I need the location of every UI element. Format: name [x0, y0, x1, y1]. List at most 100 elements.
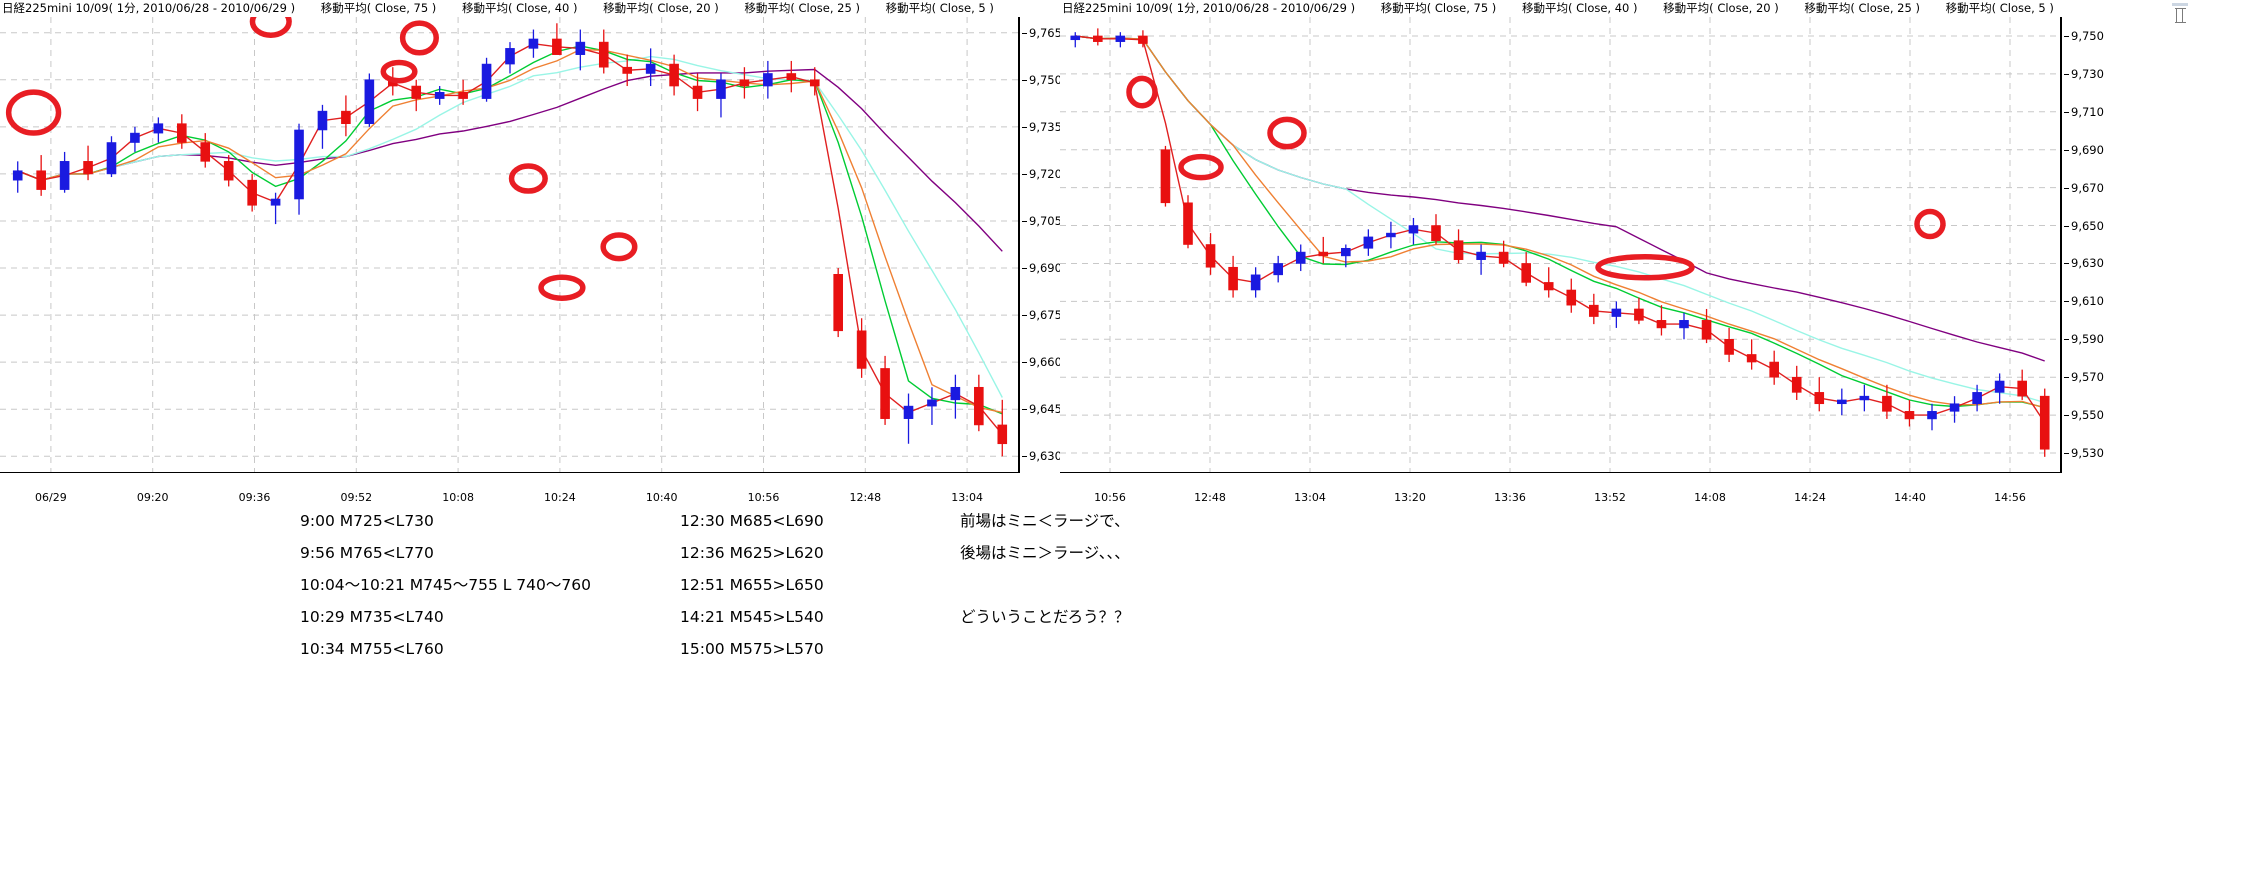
- tick-mark: [2064, 73, 2069, 75]
- time-tick-label: 14:40: [1894, 491, 1926, 504]
- tick-mark: [2064, 111, 2069, 113]
- tick-mark: [1022, 362, 1027, 364]
- time-tick-label: 10:56: [747, 491, 780, 504]
- time-tick-label: 10:08: [442, 491, 474, 504]
- note-line: 14:21 M545>L540: [680, 608, 824, 626]
- ma-legend-25-left: 移動平均( Close, 25 ): [744, 1, 860, 15]
- time-tick-label: 13:20: [1394, 491, 1426, 504]
- time-tick-label: 14:24: [1794, 491, 1826, 504]
- time-axis-right: 10:56 12:48 13:04 13:20 13:36 13:52 14:08 14:24…: [1060, 491, 2060, 507]
- chart-panel-left[interactable]: 日経225mini 10/09( 1分, 2010/06/28 - 2010/0…: [0, 0, 1062, 504]
- tick-mark: [2064, 263, 2069, 265]
- tick-mark: [2064, 225, 2069, 227]
- price-tick-label: 9,765: [1022, 26, 1062, 40]
- chart-title-left: 日経225mini 10/09( 1分, 2010/06/28 - 2010/0…: [2, 1, 296, 15]
- price-tick-label: 9,730: [2064, 67, 2104, 81]
- x-axis-line-right: [1060, 472, 2062, 473]
- time-tick-label: 13:04: [951, 491, 983, 504]
- price-tick-label: 9,630: [1022, 449, 1062, 463]
- note-line: どういうことだろう？？: [960, 608, 1130, 626]
- tick-mark: [1022, 32, 1027, 34]
- note-line: 12:30 M685<L690: [680, 512, 824, 530]
- time-axis-left: 06/29 09:20 09:36 09:52 10:08 10:24 10:40 10:56…: [0, 491, 1018, 507]
- y-axis-line-left: [1018, 17, 1020, 472]
- tick-mark: [1022, 79, 1027, 81]
- chart-header-right: 日経225mini 10/09( 1分, 2010/06/28 - 2010/0…: [1060, 0, 2262, 17]
- time-tick-label: 09:52: [340, 491, 373, 504]
- price-tick-label: 9,550: [2064, 408, 2104, 422]
- price-tick-label: 9,735: [1022, 120, 1062, 134]
- time-tick-label: 09:20: [136, 491, 169, 504]
- time-tick-label: 13:04: [1294, 491, 1326, 504]
- note-line: 15:00 M575>L570: [680, 640, 824, 658]
- time-tick-label: 14:08: [1694, 491, 1726, 504]
- tick-mark: [2064, 415, 2069, 417]
- note-line: 9:56 M765<L770: [300, 544, 434, 562]
- text-cursor-icon: [2175, 8, 2186, 23]
- note-line: 10:29 M735<L740: [300, 608, 444, 626]
- price-tick-label: 9,690: [2064, 143, 2104, 157]
- y-axis-line-right: [2060, 17, 2062, 472]
- tick-mark: [2064, 301, 2069, 303]
- price-tick-label: 9,750: [1022, 73, 1062, 87]
- price-tick-label: 9,630: [2064, 256, 2104, 270]
- time-tick-label: 12:48: [1194, 491, 1226, 504]
- price-tick-label: 9,610: [2064, 294, 2104, 308]
- time-tick-label: 13:36: [1494, 491, 1526, 504]
- ma-legend-20-right: 移動平均( Close, 20 ): [1663, 1, 1779, 15]
- price-axis-right: 9,750 9,730 9,710 9,690 9,670 9,650 9,630 9,610…: [2060, 17, 2262, 472]
- price-tick-label: 9,650: [2064, 219, 2104, 233]
- note-line: 10:34 M755<L760: [300, 640, 444, 658]
- time-tick-label: 13:52: [1594, 491, 1626, 504]
- note-line: 10:04〜10:21 M745〜755 L 740〜760: [300, 576, 591, 594]
- tick-mark: [1022, 268, 1027, 270]
- candlestick-canvas-left[interactable]: [0, 17, 1018, 472]
- price-tick-label: 9,705: [1022, 214, 1062, 228]
- tick-mark: [1022, 173, 1027, 175]
- tick-mark: [2064, 453, 2069, 455]
- ma-legend-40-right: 移動平均( Close, 40 ): [1521, 1, 1638, 15]
- price-tick-label: 9,720: [1022, 167, 1062, 181]
- price-tick-label: 9,670: [2064, 181, 2104, 195]
- time-tick-label: 12:48: [849, 491, 882, 504]
- tick-mark: [2064, 35, 2069, 37]
- time-tick-label: 09:36: [238, 491, 271, 504]
- note-line: 後場はミニ＞ラージ、、、: [960, 544, 1130, 562]
- price-axis-left: 9,765 9,750 9,735 9,720 9,705 9,690 9,675 9,660…: [1018, 17, 1062, 472]
- window-edge-artifact: [2172, 3, 2188, 6]
- ma-legend-5-right: 移動平均( Close, 5 ): [1945, 1, 2054, 15]
- tick-mark: [1022, 220, 1027, 222]
- note-line: 前場はミニ＜ラージで、: [960, 512, 1130, 530]
- note-line: 12:36 M625>L620: [680, 544, 824, 562]
- price-tick-label: 9,750: [2064, 29, 2104, 43]
- tick-mark: [2064, 377, 2069, 379]
- candlestick-canvas-right[interactable]: [1060, 17, 2060, 472]
- plot-area-left[interactable]: [0, 17, 1040, 490]
- ma-legend-5-left: 移動平均( Close, 5 ): [885, 1, 994, 15]
- time-tick-label: 10:40: [645, 491, 678, 504]
- note-line-spacer: [960, 569, 1130, 601]
- price-tick-label: 9,660: [1022, 355, 1062, 369]
- ma-legend-40-left: 移動平均( Close, 40 ): [461, 1, 578, 15]
- chart-header-left: 日経225mini 10/09( 1分, 2010/06/28 - 2010/0…: [0, 0, 1040, 17]
- tick-mark: [2064, 339, 2069, 341]
- time-tick-label: 14:56: [1994, 491, 2026, 504]
- notes-column-commentary: 前場はミニ＜ラージで、 後場はミニ＞ラージ、、、 どういうことだろう？？: [960, 505, 1130, 633]
- ma-legend-75-right: 移動平均( Close, 75 ): [1380, 1, 1497, 15]
- price-tick-label: 9,690: [1022, 261, 1062, 275]
- price-tick-label: 9,645: [1022, 402, 1062, 416]
- note-line: 9:00 M725<L730: [300, 512, 434, 530]
- ma-legend-25-right: 移動平均( Close, 25 ): [1804, 1, 1920, 15]
- plot-area-right[interactable]: [1060, 17, 2262, 490]
- time-tick-label: 10:56: [1094, 491, 1126, 504]
- price-tick-label: 9,675: [1022, 308, 1062, 322]
- chart-panel-right[interactable]: 日経225mini 10/09( 1分, 2010/06/28 - 2010/0…: [1060, 0, 2262, 504]
- tick-mark: [1022, 456, 1027, 458]
- price-tick-label: 9,710: [2064, 105, 2104, 119]
- price-tick-label: 9,570: [2064, 370, 2104, 384]
- ma-legend-75-left: 移動平均( Close, 75 ): [320, 1, 437, 15]
- annotation-notes: 9:00 M725<L730 9:56 M765<L770 10:04〜10:2…: [0, 505, 2262, 705]
- tick-mark: [1022, 126, 1027, 128]
- tick-mark: [1022, 409, 1027, 411]
